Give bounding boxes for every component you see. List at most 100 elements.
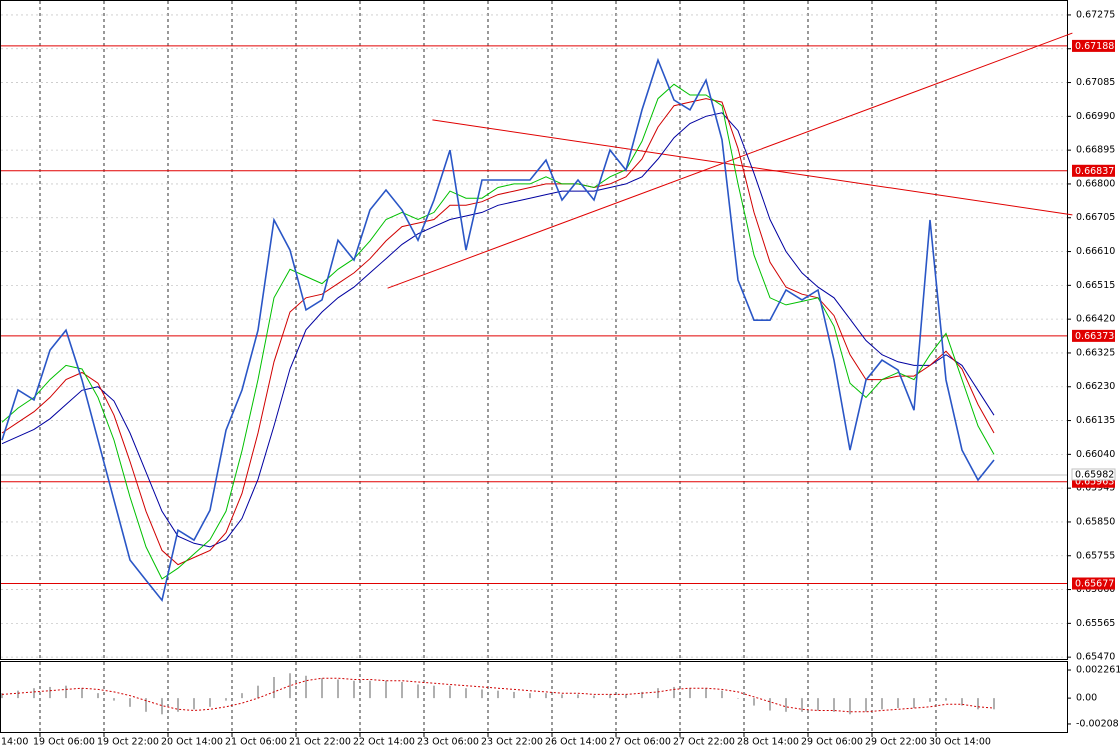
histogram-bar <box>529 693 531 699</box>
y-tick-label: 0.66610 <box>1076 246 1115 257</box>
indicator-panel-frame <box>0 661 1068 733</box>
histogram-bar <box>897 698 899 709</box>
y-tick-label: 0.65945 <box>1076 483 1115 494</box>
x-tick-label: 26 Oct 14:00 <box>545 737 607 748</box>
histogram-bar <box>465 688 467 699</box>
y-tick-label: 0.67275 <box>1076 9 1115 20</box>
histogram-bar <box>673 686 675 699</box>
histogram-bar <box>705 688 707 699</box>
histogram-bar <box>929 698 931 702</box>
level-label: 0.66837 <box>1075 166 1114 177</box>
moving-average <box>1 112 995 548</box>
histogram-bar <box>641 691 643 699</box>
histogram-bar <box>193 698 195 710</box>
x-tick-label: 19 Oct 06:00 <box>33 737 95 748</box>
histogram-bar <box>881 698 883 710</box>
y-tick-label: 0.66800 <box>1076 178 1115 189</box>
y-tick-label: 0.002261 <box>1076 665 1120 676</box>
histogram-bar <box>401 681 403 699</box>
current-price-label: 0.65982 <box>1075 469 1114 480</box>
histogram-bar <box>913 698 915 709</box>
histogram-bar <box>593 695 595 699</box>
histogram-bar <box>49 686 51 699</box>
histogram-bar <box>65 685 67 699</box>
y-tick-label: 0.00 <box>1076 693 1097 704</box>
x-tick-label: 29 Oct 06:00 <box>801 737 863 748</box>
level-label: 0.65963 <box>1075 477 1114 488</box>
y-tick-label: 0.66325 <box>1076 347 1115 358</box>
y-tick-label: 0.66230 <box>1076 381 1115 392</box>
y-tick-label: 0.65850 <box>1076 516 1115 527</box>
histogram-bar <box>497 690 499 699</box>
y-tick-label: 0.66420 <box>1076 314 1115 325</box>
histogram-bar <box>785 698 787 712</box>
y-tick-label: 0.66705 <box>1076 212 1115 223</box>
x-tick-label: 28 Oct 14:00 <box>737 737 799 748</box>
histogram-bar <box>129 698 131 707</box>
histogram-bar <box>689 688 691 699</box>
histogram-bar <box>769 698 771 711</box>
current-price-box <box>1071 468 1116 481</box>
trendline <box>387 32 1073 289</box>
histogram-bar <box>977 698 979 710</box>
histogram-bar <box>81 688 83 699</box>
histogram-bar <box>113 698 115 701</box>
histogram-bar <box>273 676 275 699</box>
y-tick-label: 0.66515 <box>1076 280 1115 291</box>
histogram-bar <box>801 698 803 712</box>
y-tick-label: 0.66135 <box>1076 415 1115 426</box>
moving-average <box>1 98 995 566</box>
histogram-bar <box>865 698 867 712</box>
histogram-bar <box>625 694 627 699</box>
histogram-bar <box>721 690 723 699</box>
histogram-bar <box>257 685 259 699</box>
histogram-bar <box>849 698 851 715</box>
x-tick-label: 21 Oct 06:00 <box>225 737 287 748</box>
histogram-bar <box>545 693 547 699</box>
price-line <box>1 57 995 602</box>
histogram-bar <box>481 689 483 699</box>
histogram-bar <box>817 698 819 711</box>
histogram-bar <box>17 690 19 699</box>
y-tick-label: 0.65565 <box>1076 618 1115 629</box>
x-tick-label: 27 Oct 06:00 <box>609 737 671 748</box>
x-tick-label: 14:00 <box>1 737 28 748</box>
histogram-bar <box>145 698 147 712</box>
histogram-bar <box>449 685 451 699</box>
level-label: 0.67188 <box>1075 41 1114 52</box>
level-label: 0.66373 <box>1075 331 1114 342</box>
level-label-box <box>1072 329 1115 342</box>
histogram-bar <box>369 680 371 699</box>
y-tick-label: -0.00208 <box>1076 718 1119 729</box>
y-tick-label: 0.65470 <box>1076 652 1115 663</box>
histogram-bar <box>97 693 99 699</box>
y-tick-label: 0.65755 <box>1076 550 1115 561</box>
y-tick-label: 0.67085 <box>1076 77 1115 88</box>
histogram-bar <box>289 673 291 699</box>
trendline <box>432 119 1073 216</box>
y-tick-label: 0.66990 <box>1076 111 1115 122</box>
level-label-box <box>1072 39 1115 52</box>
histogram-bar <box>337 679 339 699</box>
histogram-bar <box>33 688 35 699</box>
histogram-bar <box>945 698 947 701</box>
level-label-box <box>1072 577 1115 590</box>
histogram-bar <box>561 694 563 699</box>
x-tick-label: 30 Oct 14:00 <box>929 737 991 748</box>
x-tick-label: 27 Oct 22:00 <box>673 737 735 748</box>
x-tick-label: 23 Oct 22:00 <box>481 737 543 748</box>
histogram-bar <box>993 698 995 710</box>
y-tick-label: 0.66040 <box>1076 449 1115 460</box>
x-tick-label: 29 Oct 22:00 <box>865 737 927 748</box>
histogram-bar <box>513 691 515 699</box>
histogram-bar <box>657 688 659 699</box>
histogram-bar <box>305 675 307 699</box>
histogram-bar <box>161 698 163 715</box>
histogram-bar <box>385 680 387 699</box>
histogram-bar <box>433 685 435 699</box>
histogram-bar <box>753 698 755 706</box>
histogram-bar <box>737 698 739 699</box>
histogram-bar <box>321 678 323 699</box>
